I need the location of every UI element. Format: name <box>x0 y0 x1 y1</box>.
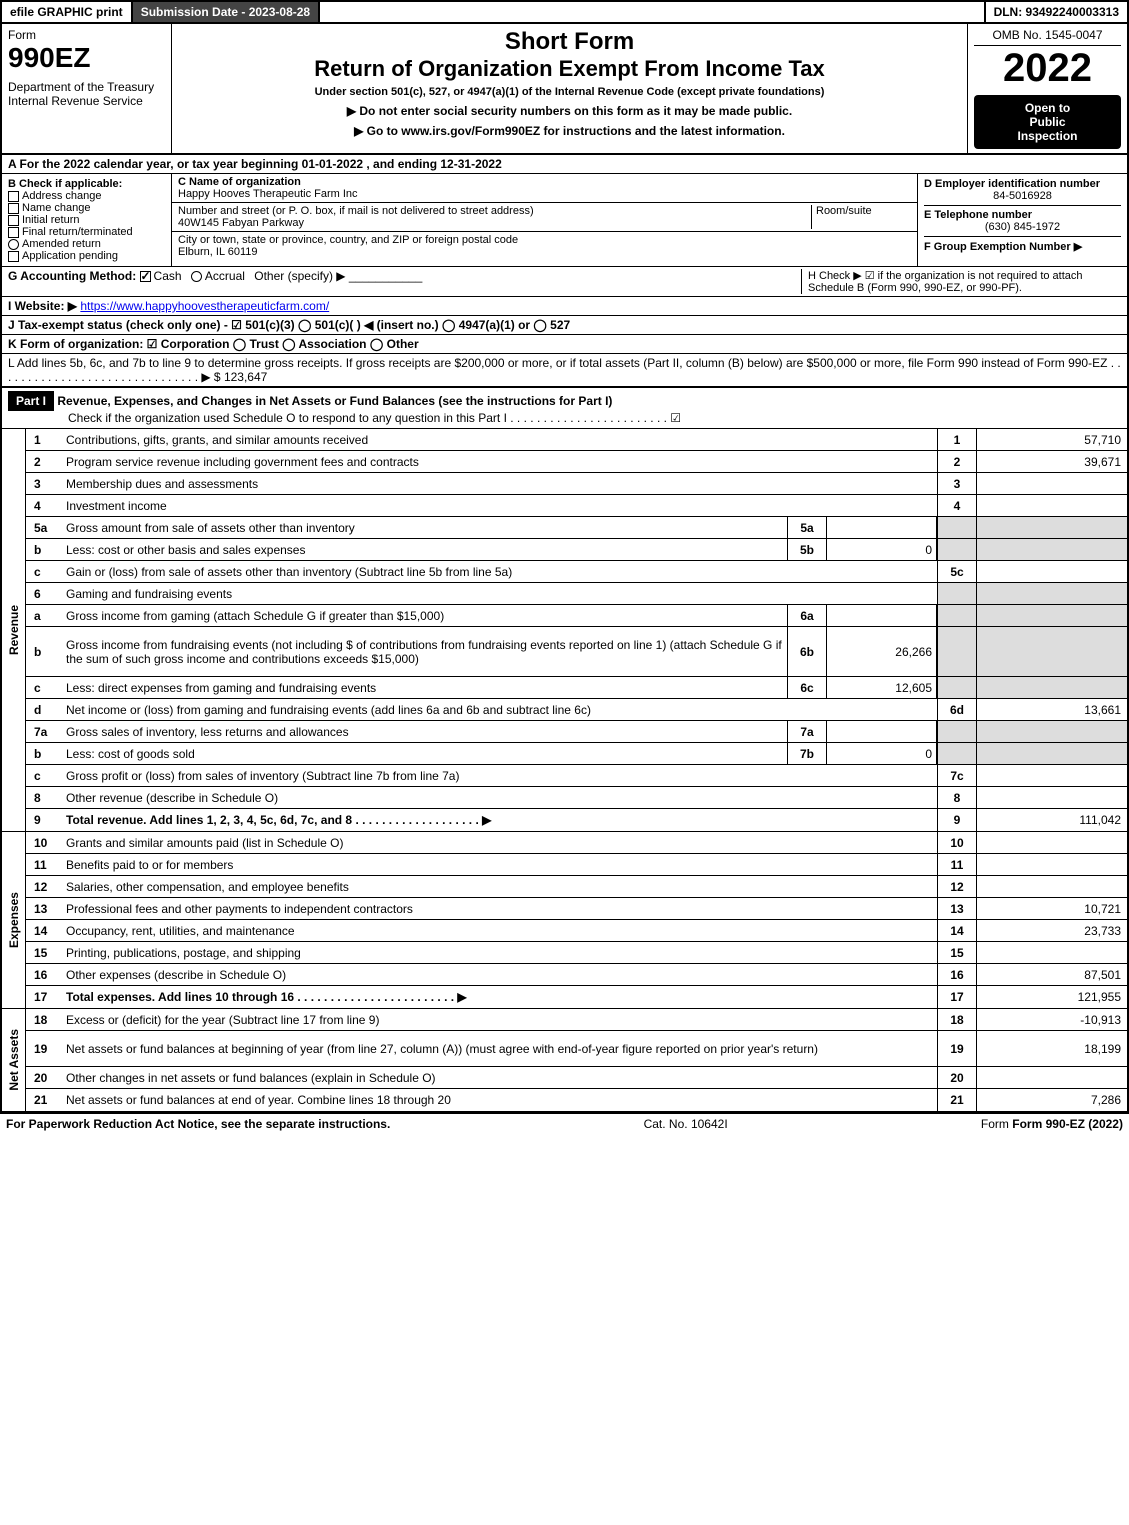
omb-number: OMB No. 1545-0047 <box>974 28 1121 46</box>
row-L: L Add lines 5b, 6c, and 7b to line 9 to … <box>0 354 1129 388</box>
D-ein: 84-5016928 <box>924 190 1121 202</box>
revenue-label: Revenue <box>2 429 26 831</box>
check-pending[interactable]: Application pending <box>8 250 165 262</box>
under-section: Under section 501(c), 527, or 4947(a)(1)… <box>178 86 961 98</box>
B-label: B Check if applicable: <box>8 178 165 190</box>
col-B: B Check if applicable: Address change Na… <box>2 174 172 266</box>
paperwork-notice: For Paperwork Reduction Act Notice, see … <box>6 1117 390 1131</box>
top-bar: efile GRAPHIC print Submission Date - 20… <box>0 0 1129 24</box>
expenses-label: Expenses <box>2 832 26 1008</box>
part1-badge: Part I <box>8 391 54 411</box>
website-link[interactable]: https://www.happyhoovestherapeuticfarm.c… <box>80 299 329 313</box>
H-schedule-b: H Check ▶ ☑ if the organization is not r… <box>801 269 1121 294</box>
row-K: K Form of organization: ☑ Corporation ◯ … <box>0 335 1129 354</box>
header-center: Short Form Return of Organization Exempt… <box>172 24 967 153</box>
tax-year: 2022 <box>974 46 1121 91</box>
revenue-section: Revenue 1Contributions, gifts, grants, a… <box>0 429 1129 832</box>
C-city: City or town, state or province, country… <box>172 232 917 260</box>
header-right: OMB No. 1545-0047 2022 Open to Public In… <box>967 24 1127 153</box>
ssn-notice: ▶ Do not enter social security numbers o… <box>178 104 961 118</box>
expenses-section: Expenses 10Grants and similar amounts pa… <box>0 832 1129 1009</box>
netassets-section: Net Assets 18Excess or (deficit) for the… <box>0 1009 1129 1113</box>
room-suite: Room/suite <box>811 205 911 229</box>
main-title: Return of Organization Exempt From Incom… <box>178 56 961 82</box>
E-label: E Telephone number <box>924 205 1121 221</box>
page-footer: For Paperwork Reduction Act Notice, see … <box>0 1113 1129 1134</box>
check-address[interactable]: Address change <box>8 190 165 202</box>
form-header: Form 990EZ Department of the Treasury In… <box>0 24 1129 155</box>
D-label: D Employer identification number <box>924 178 1121 190</box>
part1-header: Part I Revenue, Expenses, and Changes in… <box>0 388 1129 429</box>
row-A: A For the 2022 calendar year, or tax yea… <box>0 155 1129 174</box>
check-name[interactable]: Name change <box>8 202 165 214</box>
cat-number: Cat. No. 10642I <box>644 1117 728 1131</box>
form-word: Form <box>8 28 165 42</box>
dept-treasury: Department of the Treasury <box>8 80 165 94</box>
short-form-title: Short Form <box>178 28 961 56</box>
row-I: I Website: ▶ https://www.happyhoovesther… <box>0 297 1129 316</box>
row-BCDEF: B Check if applicable: Address change Na… <box>0 174 1129 267</box>
col-C: C Name of organization Happy Hooves Ther… <box>172 174 917 266</box>
netassets-label: Net Assets <box>2 1009 26 1111</box>
G-accounting: G Accounting Method: Cash Accrual Other … <box>8 269 801 294</box>
C-street: Number and street (or P. O. box, if mail… <box>172 203 917 232</box>
F-label: F Group Exemption Number ▶ <box>924 236 1121 253</box>
row-GH: G Accounting Method: Cash Accrual Other … <box>0 267 1129 297</box>
check-initial[interactable]: Initial return <box>8 214 165 226</box>
check-final[interactable]: Final return/terminated <box>8 226 165 238</box>
goto-link[interactable]: ▶ Go to www.irs.gov/Form990EZ for instru… <box>178 124 961 138</box>
E-phone: (630) 845-1972 <box>924 221 1121 233</box>
open-to-public: Open to Public Inspection <box>974 95 1121 149</box>
form-number: 990EZ <box>8 42 165 74</box>
irs-label: Internal Revenue Service <box>8 94 165 108</box>
dln: DLN: 93492240003313 <box>984 2 1127 22</box>
efile-label[interactable]: efile GRAPHIC print <box>2 2 133 22</box>
C-name: C Name of organization Happy Hooves Ther… <box>172 174 917 203</box>
check-amended[interactable]: Amended return <box>8 238 165 250</box>
header-left: Form 990EZ Department of the Treasury In… <box>2 24 172 153</box>
col-DEF: D Employer identification number 84-5016… <box>917 174 1127 266</box>
submission-date: Submission Date - 2023-08-28 <box>133 2 320 22</box>
row-J: J Tax-exempt status (check only one) - ☑… <box>0 316 1129 335</box>
form-ref: Form Form 990-EZ (2022) <box>981 1117 1123 1131</box>
